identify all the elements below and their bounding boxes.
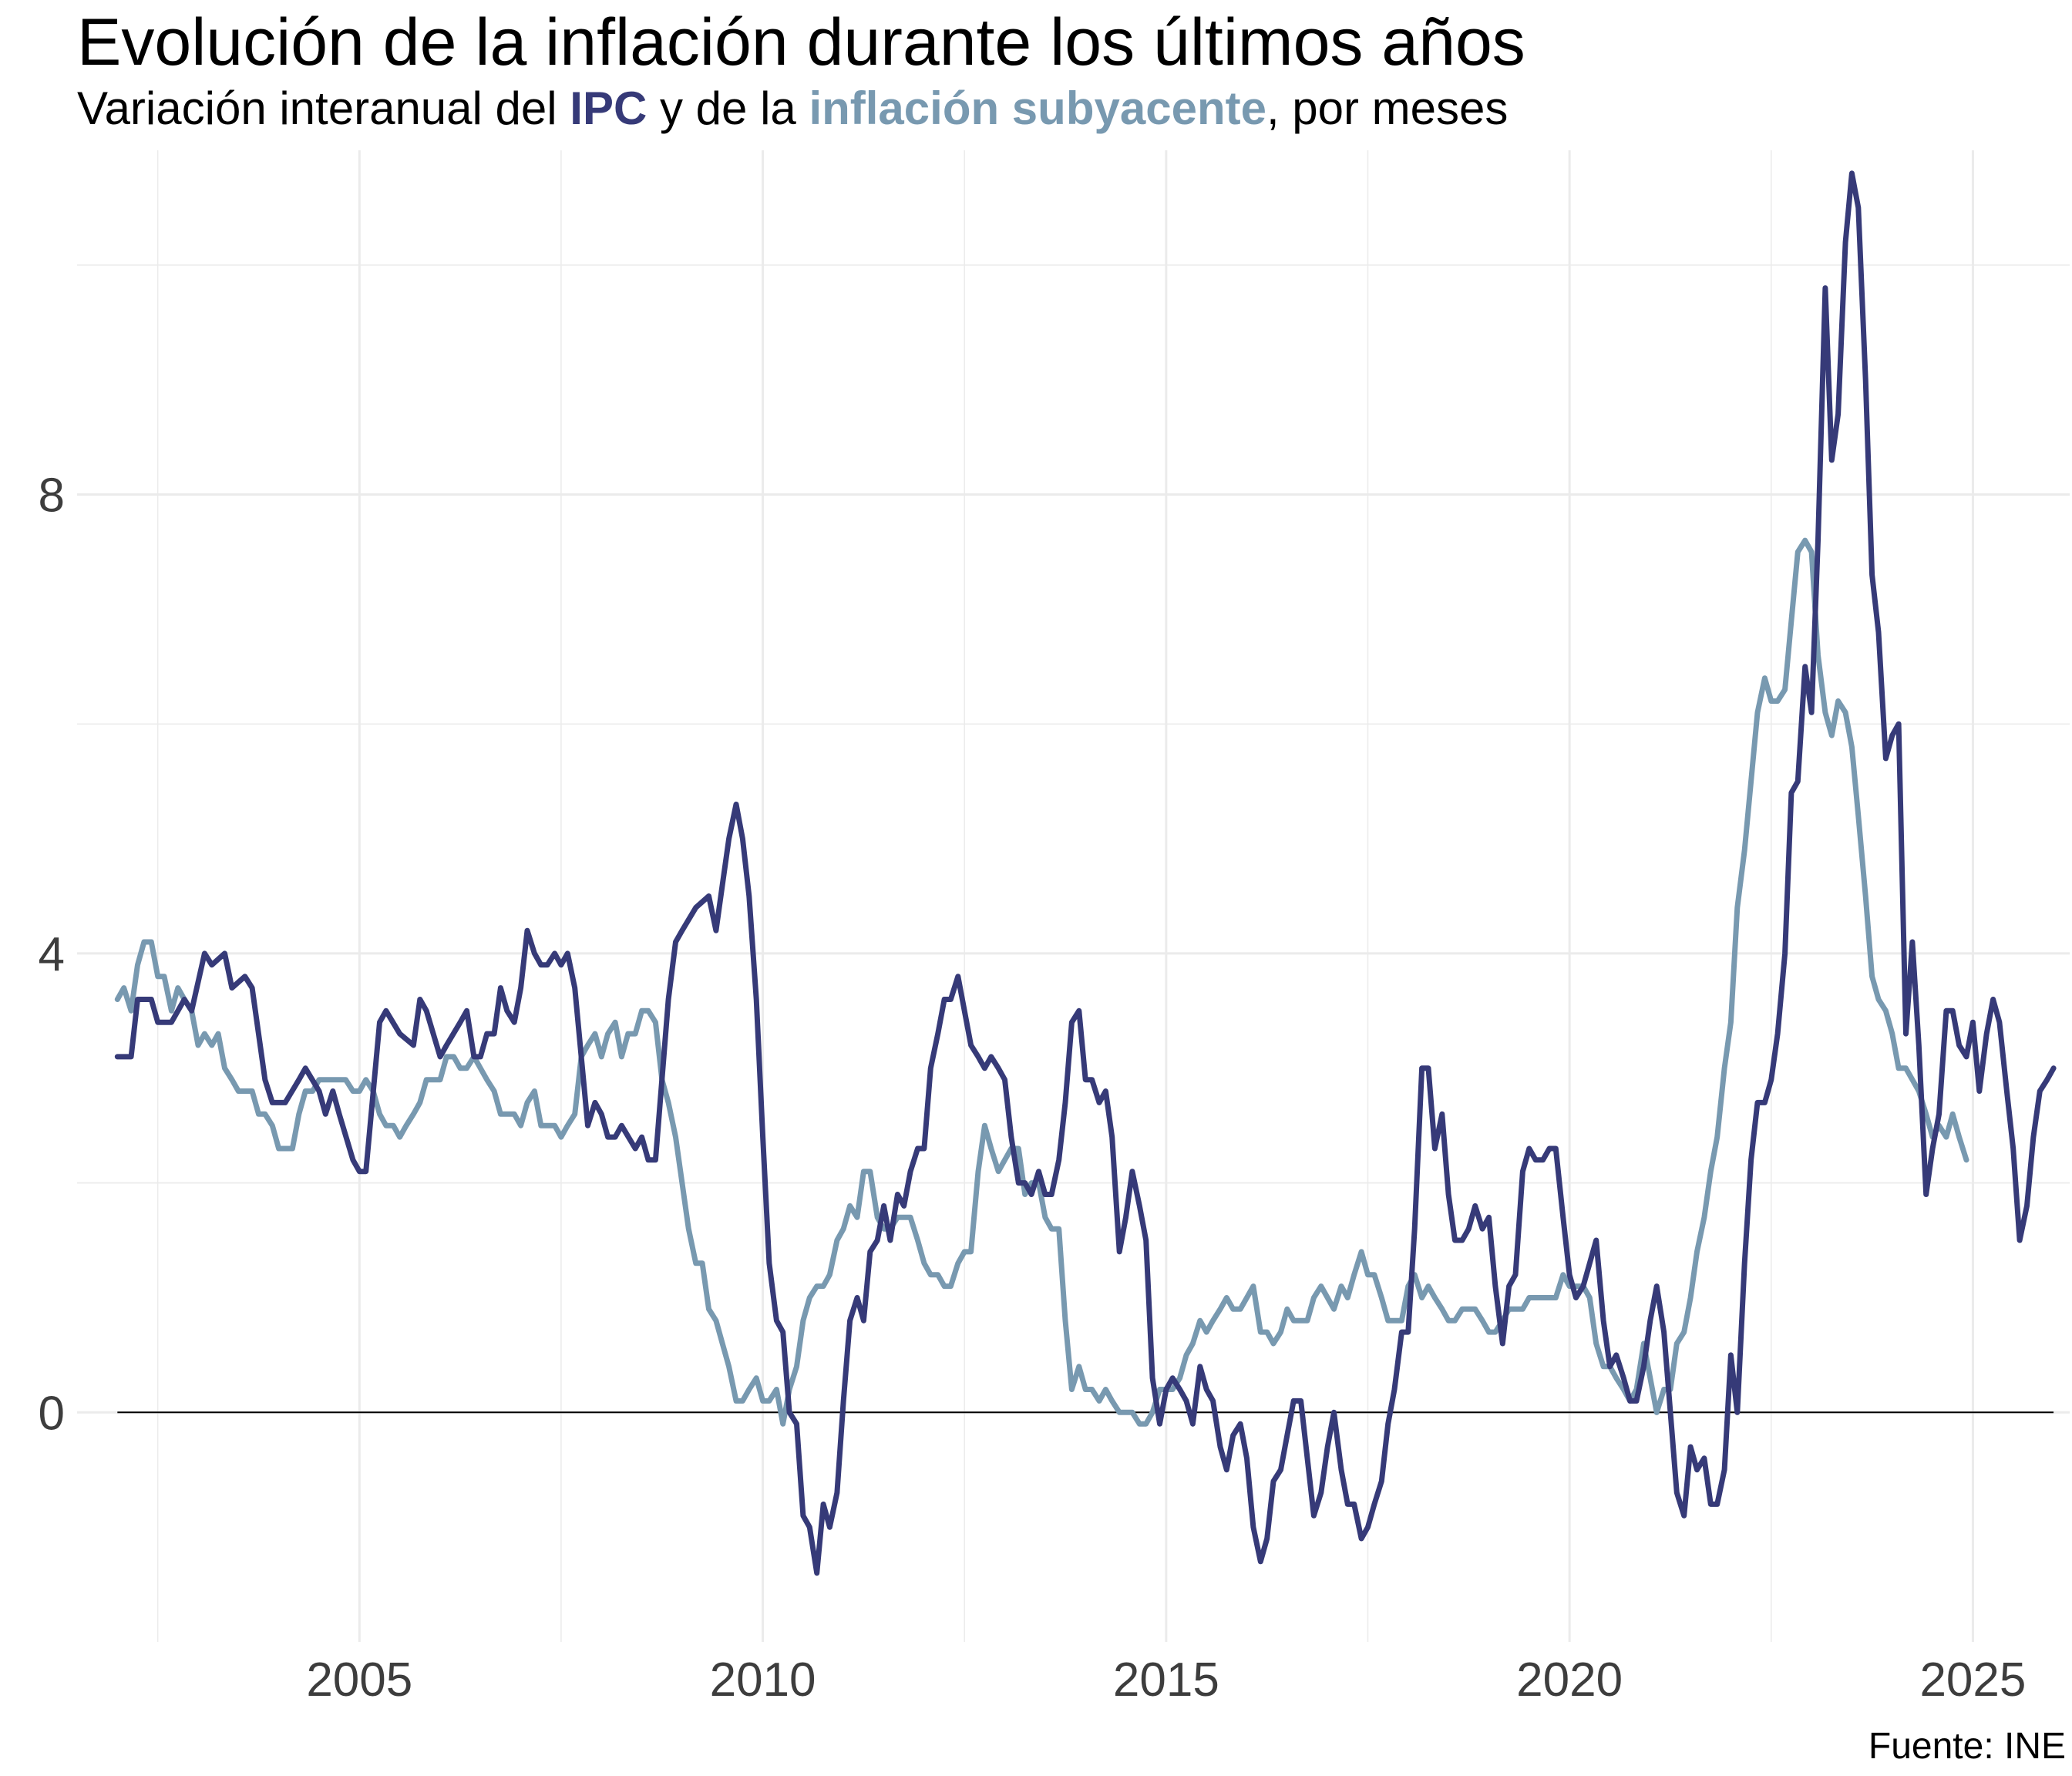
x-tick-label: 2015	[1113, 1653, 1219, 1707]
series-layer	[114, 170, 2057, 1576]
series-line-subyacente	[114, 537, 1969, 1427]
series-line-ipc	[114, 170, 2057, 1576]
grid	[77, 150, 2070, 1642]
y-axis: 0 4 8	[39, 469, 65, 1441]
y-tick-label: 8	[39, 469, 65, 523]
subtitle-prefix: Variación interanual del	[77, 82, 570, 134]
subtitle-suffix: , por meses	[1266, 82, 1509, 134]
y-tick-label: 0	[39, 1387, 65, 1440]
chart-title: Evolución de la inflación durante los úl…	[77, 5, 1525, 79]
chart-subtitle: Variación interanual del IPC y de la inf…	[77, 83, 1508, 134]
x-axis: 2005 2010 2015 2020 2025	[306, 1653, 2026, 1707]
x-tick-label: 2025	[1919, 1653, 2026, 1707]
subtitle-middle: y de la	[647, 82, 809, 134]
x-tick-label: 2020	[1516, 1653, 1623, 1707]
x-tick-label: 2005	[306, 1653, 412, 1707]
source-caption: Fuente: INE	[1868, 1726, 2066, 1767]
x-tick-label: 2010	[710, 1653, 816, 1707]
subtitle-core-label: inflación subyacente	[809, 82, 1266, 134]
y-tick-label: 4	[39, 928, 65, 981]
subtitle-ipc-label: IPC	[570, 82, 648, 134]
